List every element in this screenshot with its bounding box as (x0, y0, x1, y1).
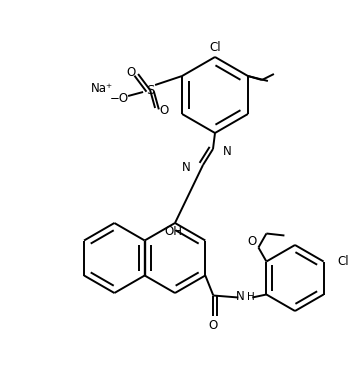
Text: O: O (126, 66, 136, 79)
Text: −O: −O (110, 92, 128, 105)
Text: N: N (223, 144, 232, 158)
Text: O: O (209, 319, 218, 332)
Text: OH: OH (165, 225, 183, 238)
Text: H: H (247, 292, 255, 302)
Text: O: O (248, 235, 257, 248)
Text: Cl: Cl (337, 255, 349, 268)
Text: N: N (236, 290, 245, 303)
Text: Cl: Cl (209, 40, 221, 53)
Text: O: O (159, 104, 169, 116)
Text: S: S (146, 83, 154, 96)
Text: N: N (182, 161, 191, 174)
Text: Na⁺: Na⁺ (91, 82, 113, 95)
